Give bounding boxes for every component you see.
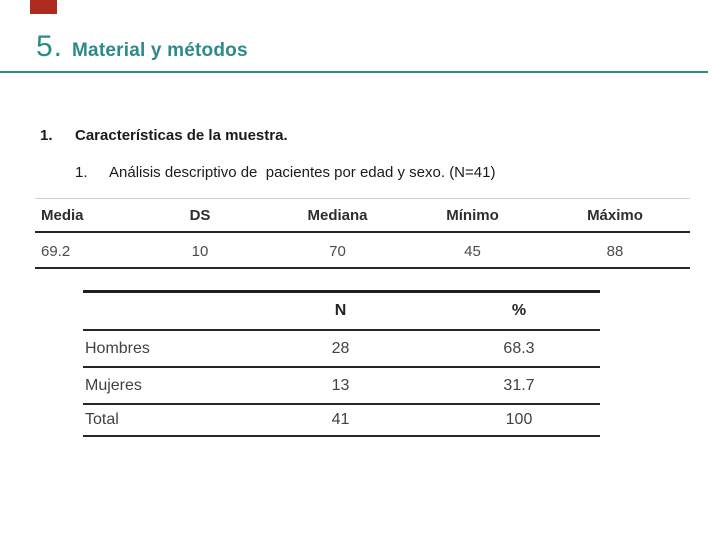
- table-row-total: Total 41 100: [83, 405, 600, 437]
- accent-bar: [30, 0, 57, 14]
- table-header-row: N %: [83, 293, 600, 331]
- title-number: 5.: [36, 30, 64, 63]
- page-title: 5. Material y métodos: [36, 30, 248, 64]
- value-cell-minimo: 45: [464, 242, 481, 260]
- header-cell-n: N: [334, 302, 347, 319]
- value-cell-ds: 10: [191, 242, 209, 260]
- cell-pct: 100: [505, 411, 533, 428]
- sex-distribution-table: N % Hombres 28 68.3 Mujeres 13 31.7 Tota…: [83, 290, 600, 437]
- outline-subitem: 1. Análisis descriptivo de pacientes por…: [75, 164, 495, 181]
- header-cell-media: Media: [41, 206, 84, 224]
- cell-n: 13: [331, 376, 350, 394]
- value-cell-media: 69.2: [41, 242, 71, 260]
- outline-subitem-number: 1.: [75, 164, 88, 181]
- value-cell-mediana: 70: [329, 242, 346, 260]
- title-underline: [0, 71, 708, 73]
- table-row-mujeres: Mujeres 13 31.7: [83, 368, 600, 405]
- table-row-hombres: Hombres 28 68.3: [83, 331, 600, 368]
- value-cell-maximo: 88: [606, 242, 624, 260]
- cell-n: 41: [331, 411, 350, 428]
- row-label: Total: [85, 411, 119, 428]
- row-label: Hombres: [85, 339, 150, 357]
- header-cell-ds: DS: [189, 206, 211, 224]
- outline-item-number: 1.: [40, 127, 53, 144]
- cell-pct: 31.7: [503, 376, 535, 394]
- descriptive-stats-table: Media DS Mediana Mínimo Máximo 69.2 10 7…: [35, 198, 690, 269]
- header-cell-pct: %: [511, 302, 527, 319]
- header-cell-mediana: Mediana: [307, 206, 368, 224]
- outline-item-text: Características de la muestra.: [75, 127, 288, 144]
- outline-item: 1. Características de la muestra.: [40, 127, 288, 144]
- table-top-rule: [35, 198, 690, 199]
- outline-subitem-text: Análisis descriptivo de pacientes por ed…: [109, 164, 496, 181]
- cell-n: 28: [331, 339, 350, 357]
- title-text: Material y métodos: [72, 40, 248, 61]
- header-cell-maximo: Máximo: [587, 206, 643, 224]
- table-header-row: Media DS Mediana Mínimo Máximo: [35, 199, 690, 233]
- header-cell-minimo: Mínimo: [446, 206, 499, 224]
- row-label: Mujeres: [85, 376, 142, 394]
- table-values-row: 69.2 10 70 45 88: [35, 233, 690, 269]
- cell-pct: 68.3: [503, 339, 535, 357]
